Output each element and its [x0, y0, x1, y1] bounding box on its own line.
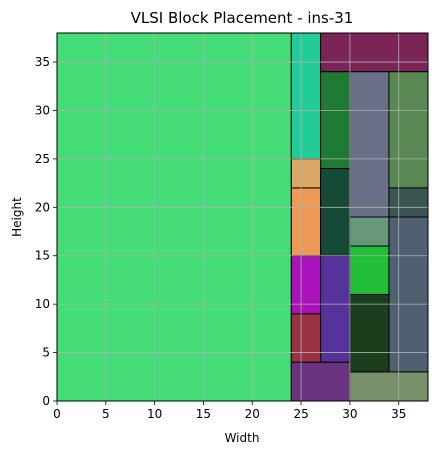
- block-1: [290, 32, 322, 160]
- y-tick-label-3: 15: [35, 249, 50, 263]
- block-14: [320, 255, 351, 363]
- block-3: [320, 71, 351, 170]
- block-10: [349, 216, 390, 247]
- x-axis-label: Width: [225, 431, 260, 445]
- blocks-layer: [56, 32, 429, 402]
- y-tick-label-0: 0: [42, 394, 50, 408]
- block-6: [290, 158, 322, 189]
- y-tick-label-1: 5: [42, 346, 50, 360]
- block-12: [388, 216, 429, 373]
- block-5: [388, 71, 429, 189]
- ticks-layer: 0 5 10 15 20 25 30 35 0 5 10 15 20 25 30 35: [35, 55, 407, 421]
- y-tick-label-2: 10: [35, 297, 50, 311]
- x-tick-label-0: 0: [53, 407, 61, 421]
- x-tick-label-5: 25: [293, 407, 308, 421]
- x-tick-label-2: 10: [147, 407, 162, 421]
- y-tick-label-6: 30: [35, 103, 50, 117]
- y-tick-label-4: 20: [35, 200, 50, 214]
- y-tick-label-7: 35: [35, 55, 50, 69]
- block-13: [290, 255, 322, 315]
- x-tick-label-3: 15: [196, 407, 211, 421]
- grid-layer: [56, 33, 428, 402]
- block-2: [320, 32, 429, 73]
- chart-title: VLSI Block Placement - ins-31: [131, 9, 354, 27]
- block-8: [320, 168, 351, 257]
- x-tick-label-1: 5: [102, 407, 110, 421]
- y-axis-label: Height: [10, 197, 24, 237]
- x-tick-label-6: 30: [342, 407, 357, 421]
- block-18: [349, 371, 429, 402]
- x-tick-label-7: 35: [391, 407, 406, 421]
- block-0: [56, 32, 292, 402]
- block-4: [349, 71, 390, 218]
- block-15: [290, 313, 322, 363]
- block-16: [349, 293, 390, 373]
- block-11: [349, 245, 390, 295]
- block-7: [290, 187, 322, 257]
- y-tick-label-5: 25: [35, 152, 50, 166]
- x-tick-label-4: 20: [245, 407, 260, 421]
- block-9: [388, 187, 429, 218]
- block-17: [290, 361, 351, 402]
- plot-frame: [56, 32, 429, 402]
